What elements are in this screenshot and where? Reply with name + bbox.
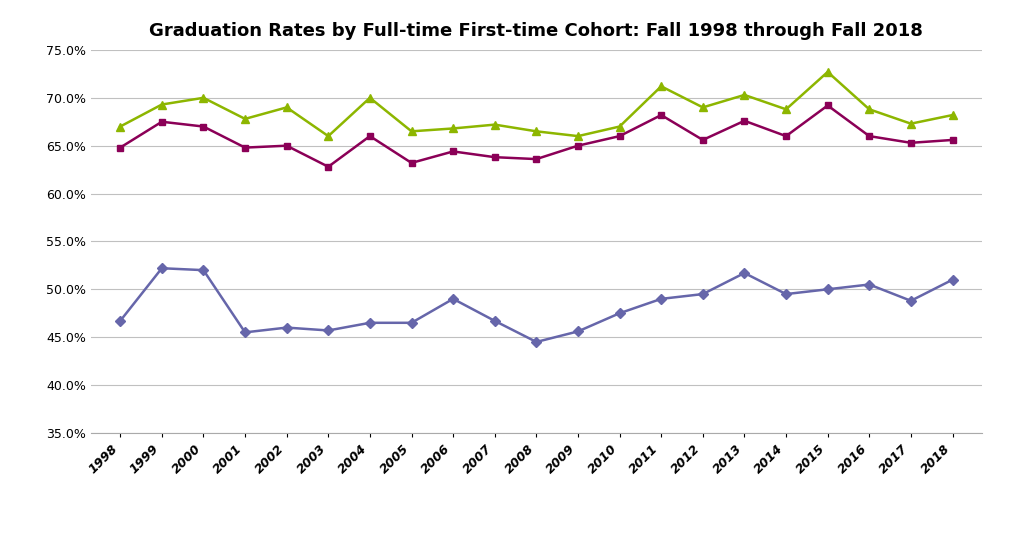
6 years or less — [364, 94, 376, 101]
4 years or less — [613, 310, 625, 316]
4 years or less — [197, 267, 209, 274]
4 years or less — [904, 297, 916, 304]
6 years or less — [197, 94, 209, 101]
4 years or less — [405, 320, 418, 326]
6 years or less — [862, 106, 875, 113]
5 years or less — [239, 144, 251, 151]
5 years or less — [114, 144, 126, 151]
5 years or less — [197, 123, 209, 130]
6 years or less — [321, 133, 334, 139]
5 years or less — [904, 139, 916, 146]
6 years or less — [488, 122, 500, 128]
6 years or less — [280, 104, 292, 111]
4 years or less — [488, 317, 500, 324]
Line: 6 years or less: 6 years or less — [116, 68, 955, 140]
6 years or less — [239, 115, 251, 122]
5 years or less — [488, 154, 500, 160]
Title: Graduation Rates by Full-time First-time Cohort: Fall 1998 through Fall 2018: Graduation Rates by Full-time First-time… — [150, 22, 922, 40]
4 years or less — [280, 324, 292, 331]
4 years or less — [738, 270, 750, 276]
5 years or less — [156, 118, 168, 125]
5 years or less — [405, 160, 418, 166]
5 years or less — [364, 133, 376, 139]
6 years or less — [654, 83, 666, 90]
4 years or less — [571, 328, 583, 335]
4 years or less — [447, 296, 459, 302]
5 years or less — [321, 163, 334, 170]
5 years or less — [654, 112, 666, 118]
6 years or less — [613, 123, 625, 130]
5 years or less — [530, 156, 542, 163]
4 years or less — [696, 291, 708, 297]
6 years or less — [821, 69, 833, 75]
5 years or less — [779, 133, 792, 139]
6 years or less — [447, 125, 459, 132]
6 years or less — [738, 92, 750, 98]
6 years or less — [945, 112, 957, 118]
5 years or less — [821, 102, 833, 109]
6 years or less — [779, 106, 792, 113]
5 years or less — [862, 133, 875, 139]
6 years or less — [571, 133, 583, 139]
4 years or less — [654, 296, 666, 302]
4 years or less — [156, 265, 168, 271]
5 years or less — [447, 148, 459, 155]
6 years or less — [156, 101, 168, 108]
4 years or less — [862, 281, 875, 288]
6 years or less — [696, 104, 708, 111]
Line: 5 years or less: 5 years or less — [116, 102, 955, 170]
4 years or less — [239, 329, 251, 336]
4 years or less — [530, 339, 542, 345]
4 years or less — [114, 317, 126, 324]
Line: 4 years or less: 4 years or less — [116, 265, 955, 345]
5 years or less — [280, 143, 292, 149]
5 years or less — [571, 143, 583, 149]
6 years or less — [904, 120, 916, 127]
5 years or less — [613, 133, 625, 139]
4 years or less — [945, 276, 957, 283]
5 years or less — [738, 118, 750, 124]
6 years or less — [405, 128, 418, 135]
4 years or less — [364, 320, 376, 326]
4 years or less — [779, 291, 792, 297]
5 years or less — [696, 137, 708, 143]
6 years or less — [530, 128, 542, 135]
4 years or less — [821, 286, 833, 292]
5 years or less — [945, 137, 957, 143]
4 years or less — [321, 327, 334, 334]
6 years or less — [114, 123, 126, 130]
